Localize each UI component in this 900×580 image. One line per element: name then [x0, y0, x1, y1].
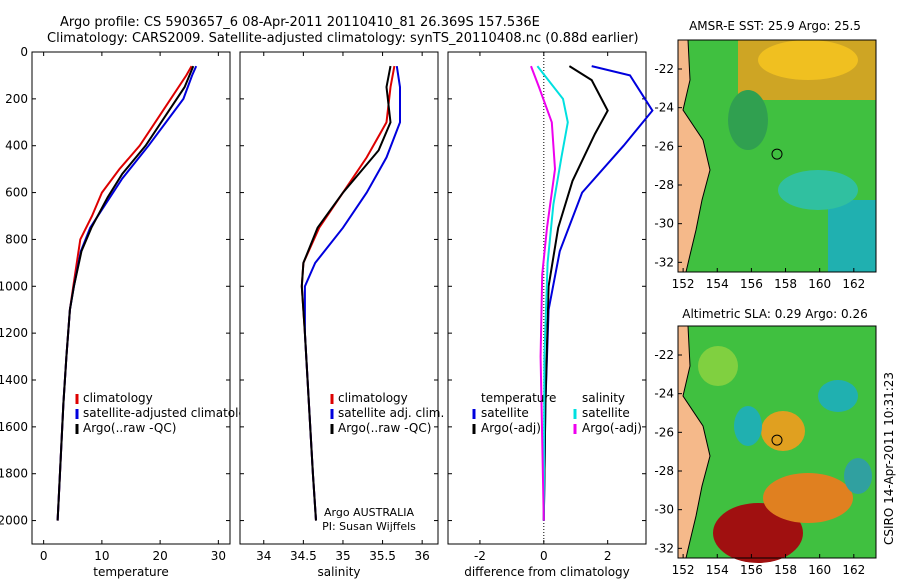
legend-heading: salinity [582, 391, 625, 405]
low-region [844, 458, 872, 494]
y-tick-label: -28 [654, 464, 674, 478]
legend-label: Argo(..raw -QC) [338, 421, 431, 435]
y-tick-label: -32 [654, 255, 674, 269]
y-tick-label: 1800 [0, 467, 28, 481]
x-tick-label: 36 [415, 549, 430, 563]
y-tick-label: -24 [654, 387, 674, 401]
sla-map-title: Altimetric SLA: 0.29 Argo: 0.26 [682, 307, 867, 321]
sst-map-title: AMSR-E SST: 25.9 Argo: 25.5 [689, 19, 861, 33]
series-line-3 [530, 65, 557, 521]
y-tick-label: -26 [654, 425, 674, 439]
cool-region [728, 90, 768, 150]
x-tick-label: 10 [94, 549, 109, 563]
map-frame [677, 325, 877, 559]
x-tick-label: 154 [706, 563, 729, 577]
y-tick-label: -22 [654, 62, 674, 76]
x-tick-label: 34 [256, 549, 271, 563]
legend-label: satellite [582, 406, 630, 420]
mid-region [698, 346, 738, 386]
y-tick-label: 2000 [0, 514, 28, 528]
high-region [713, 503, 803, 563]
map-frame [677, 39, 877, 273]
temperature-panel: 0 10 20 30 0 200 400 600 800 1000 1200 1400 1600 1800… [0, 45, 261, 579]
y-tick-label: -22 [654, 348, 674, 362]
x-tick-label: 154 [706, 277, 729, 291]
y-tick-label: 1400 [0, 373, 28, 387]
x-tick-label: 30 [211, 549, 226, 563]
series-line-2 [536, 65, 569, 521]
y-tick-label: -28 [654, 178, 674, 192]
plot-frame [239, 51, 439, 545]
x-tick-label: 156 [740, 563, 763, 577]
x-tick-label: 162 [842, 563, 865, 577]
salinity-panel: 34 34.5 35 35.5 36 salinity climatologysatelli… [239, 51, 444, 579]
y-tick-label: 0 [20, 45, 28, 59]
x-tick-label: 152 [672, 277, 695, 291]
high-region [761, 411, 805, 451]
x-axis-label: salinity [317, 565, 360, 579]
y-tick-label: 1000 [0, 279, 28, 293]
x-tick-label: 35 [335, 549, 350, 563]
x-tick-label: 160 [808, 277, 831, 291]
y-tick-label: 600 [5, 186, 28, 200]
series-line-2 [300, 65, 392, 521]
x-tick-label: 0 [40, 549, 48, 563]
high-region [763, 473, 853, 523]
annotation-text: Argo AUSTRALIA [324, 506, 414, 519]
legend-heading: temperature [481, 391, 556, 405]
y-tick-label: 1200 [0, 326, 28, 340]
low-region [818, 380, 858, 412]
y-tick-label: -32 [654, 541, 674, 555]
cool-region [828, 200, 876, 272]
x-tick-label: 2 [604, 549, 612, 563]
x-tick-label: 20 [152, 549, 167, 563]
legend-label: climatology [83, 391, 153, 405]
x-tick-label: 160 [808, 563, 831, 577]
x-tick-label: -2 [474, 549, 486, 563]
x-axis-label: temperature [93, 565, 168, 579]
header-line1: Argo profile: CS 5903657_6 08-Apr-2011 2… [60, 15, 540, 30]
header-line2: Climatology: CARS2009. Satellite-adjuste… [47, 31, 639, 46]
cool-region [778, 170, 858, 210]
annotation-text: PI: Susan Wijffels [322, 520, 416, 533]
credit-text: CSIRO 14-Apr-2011 10:31:23 [882, 372, 896, 545]
x-tick-label: 158 [774, 563, 797, 577]
warm-region [758, 40, 858, 80]
legend-label: Argo(-adj) [582, 421, 642, 435]
plot-frame [31, 51, 231, 545]
x-tick-label: 152 [672, 563, 695, 577]
y-tick-label: -30 [654, 503, 674, 517]
x-tick-label: 162 [842, 277, 865, 291]
y-tick-label: 200 [5, 92, 28, 106]
legend-label: Argo(-adj) [481, 421, 541, 435]
argo-location-marker [771, 434, 783, 446]
legend-label: satellite-adjusted climatology [83, 406, 261, 420]
x-tick-label: 156 [740, 277, 763, 291]
y-tick-label: -26 [654, 139, 674, 153]
series-line-1 [542, 65, 609, 521]
x-tick-label: 35.5 [369, 549, 396, 563]
legend-label: satellite [481, 406, 529, 420]
argo-location-marker [771, 148, 783, 160]
y-tick-label: 800 [5, 232, 28, 246]
sla-map: 152 154 156 158 160 162 -22 -24 -26 -28 -30 -32 [654, 325, 877, 577]
x-tick-label: 34.5 [290, 549, 317, 563]
y-tick-label: -24 [654, 101, 674, 115]
sst-map: 152 154 156 158 160 162 -22 -24 -26 -28 -30 -32 [654, 39, 877, 291]
y-tick-label: -30 [654, 217, 674, 231]
legend-label: climatology [338, 391, 408, 405]
legend-label: satellite adj. clim. [338, 406, 444, 420]
x-tick-label: 0 [540, 549, 548, 563]
legend-label: Argo(..raw -QC) [83, 421, 176, 435]
y-tick-label: 400 [5, 139, 28, 153]
x-tick-label: 158 [774, 277, 797, 291]
series-line-2 [56, 65, 195, 521]
y-tick-label: 1600 [0, 420, 28, 434]
difference-panel: -2 0 2 difference from climatology temperatu… [447, 51, 654, 579]
x-axis-label: difference from climatology [464, 565, 630, 579]
low-region [734, 406, 762, 446]
